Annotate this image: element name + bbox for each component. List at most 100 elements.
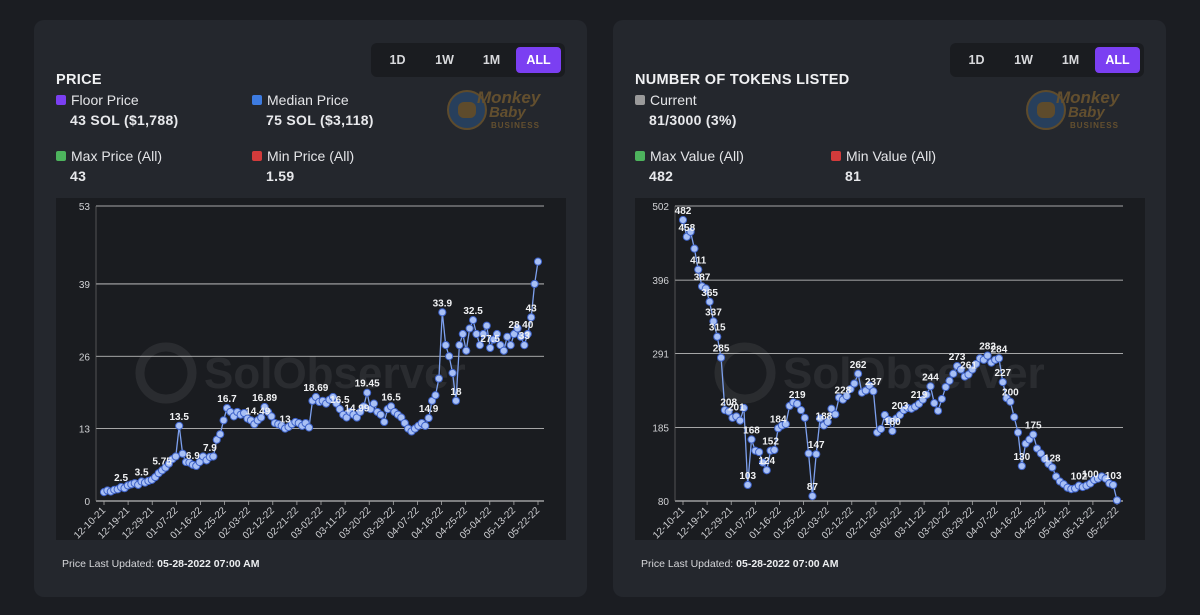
stat-floor-price: Floor Price 43 SOL ($1,788): [56, 92, 236, 128]
tab-1m[interactable]: 1M: [1061, 53, 1080, 67]
data-point: [755, 447, 764, 457]
data-point: [709, 317, 718, 326]
data-label: 365: [701, 288, 718, 299]
data-label: 3.5: [135, 468, 149, 479]
data-label: 180: [884, 417, 901, 428]
tab-1w[interactable]: 1W: [1014, 53, 1033, 67]
last-updated-value: 05-28-2022 07:00 AM: [157, 558, 260, 570]
data-label: 2.5: [114, 473, 128, 484]
data-label: 33: [519, 331, 531, 342]
stat-value: 81: [845, 168, 862, 184]
data-label: 124: [758, 456, 775, 467]
data-point: [994, 354, 1004, 363]
stat-current: Current 81/3000 (3%): [635, 92, 815, 128]
tab-1m[interactable]: 1M: [482, 53, 501, 67]
data-label: 175: [1025, 421, 1042, 432]
tab-1w[interactable]: 1W: [435, 53, 454, 67]
data-point: [178, 449, 187, 458]
data-label: 5.75: [152, 456, 172, 467]
data-point: [462, 346, 471, 355]
data-label: 130: [1013, 452, 1030, 463]
price-chart-area: SolObserver 0 13 26 39 53 12-10-21 12-19-21 12-2…: [56, 198, 566, 541]
data-label: 33.9: [433, 298, 453, 309]
data-label: 100: [1082, 470, 1099, 481]
y-tick-label: 291: [652, 350, 669, 361]
tab-1d[interactable]: 1D: [389, 53, 406, 67]
data-label: 184: [770, 414, 787, 425]
data-point: [1029, 430, 1038, 439]
data-label: 337: [705, 307, 722, 318]
last-updated-label: Price Last Updated:: [62, 558, 155, 570]
data-point: [1010, 413, 1019, 422]
panel-title: NUMBER OF TOKENS LISTED: [635, 72, 850, 88]
data-point: [713, 332, 722, 341]
data-label: 18.69: [303, 383, 328, 394]
data-point: [937, 394, 946, 404]
data-point: [854, 369, 863, 378]
data-point: [678, 215, 688, 225]
tab-all[interactable]: ALL: [1095, 47, 1140, 73]
data-label: 261: [960, 360, 977, 371]
data-point: [506, 341, 515, 350]
data-point: [983, 351, 992, 360]
data-label: 32.5: [463, 306, 483, 317]
data-point: [747, 435, 756, 444]
stat-value: 482: [649, 168, 674, 184]
data-point: [933, 406, 943, 415]
data-label: 152: [762, 437, 779, 448]
data-point: [482, 321, 491, 330]
stat-value: 75 SOL ($3,118): [266, 112, 374, 128]
data-label: 19.45: [355, 379, 380, 390]
y-tick-label: 0: [84, 497, 90, 508]
tab-all[interactable]: ALL: [516, 47, 561, 73]
data-label: 482: [675, 206, 692, 217]
data-label: 128: [1044, 453, 1061, 464]
stat-value: 43 SOL ($1,788): [70, 112, 179, 128]
data-point: [328, 392, 338, 402]
panel-title: PRICE: [56, 72, 102, 88]
watermark-logo-icon: [135, 342, 197, 404]
data-point: [468, 316, 478, 325]
data-label: 188: [816, 412, 833, 423]
data-label: 282: [979, 342, 996, 353]
stat-max-price: Max Price (All) 43: [56, 148, 236, 184]
data-point: [424, 413, 433, 423]
data-label: 237: [865, 377, 882, 388]
data-label: 244: [922, 372, 939, 383]
stat-label: Floor Price: [71, 92, 139, 108]
legend-swatch: [635, 151, 645, 161]
data-point: [175, 421, 184, 430]
tokens-listed-panel: NUMBER OF TOKENS LISTED 1D 1W 1M ALL Cur…: [613, 20, 1166, 597]
data-point: [850, 379, 859, 388]
legend-swatch: [252, 151, 262, 161]
data-point: [846, 385, 855, 394]
data-label: 16.7: [217, 394, 237, 405]
data-label: 200: [1002, 388, 1019, 399]
data-point: [998, 378, 1007, 387]
data-point: [869, 387, 878, 396]
data-point: [451, 396, 461, 405]
y-tick-label: 396: [652, 276, 669, 287]
data-point: [770, 445, 779, 455]
data-label: 14.49: [245, 406, 270, 417]
data-label: 315: [709, 323, 726, 334]
collection-logo: Monkey Baby BUSINESS: [1026, 88, 1144, 138]
data-point: [431, 391, 440, 400]
data-label: 102: [1071, 472, 1088, 483]
data-label: 219: [789, 390, 806, 401]
stat-label: Current: [650, 92, 697, 108]
data-label: 7.9: [203, 443, 217, 454]
data-point: [793, 399, 802, 408]
data-point: [421, 421, 430, 430]
stat-label: Min Price (All): [267, 148, 355, 164]
watermark-logo-icon: [714, 342, 776, 404]
data-point: [827, 404, 836, 413]
tokens-chart-area: SolObserver 80 185 291 396 502 12-10-21 12-19-2…: [635, 198, 1145, 541]
tab-1d[interactable]: 1D: [968, 53, 985, 67]
time-range-tabs: 1D 1W 1M ALL: [371, 43, 565, 77]
data-point: [475, 341, 485, 350]
data-point: [796, 406, 806, 415]
data-label: 28: [509, 320, 521, 331]
price-chart: SolObserver01326395312-10-2112-19-2112-2…: [72, 202, 544, 541]
data-point: [1013, 428, 1023, 437]
